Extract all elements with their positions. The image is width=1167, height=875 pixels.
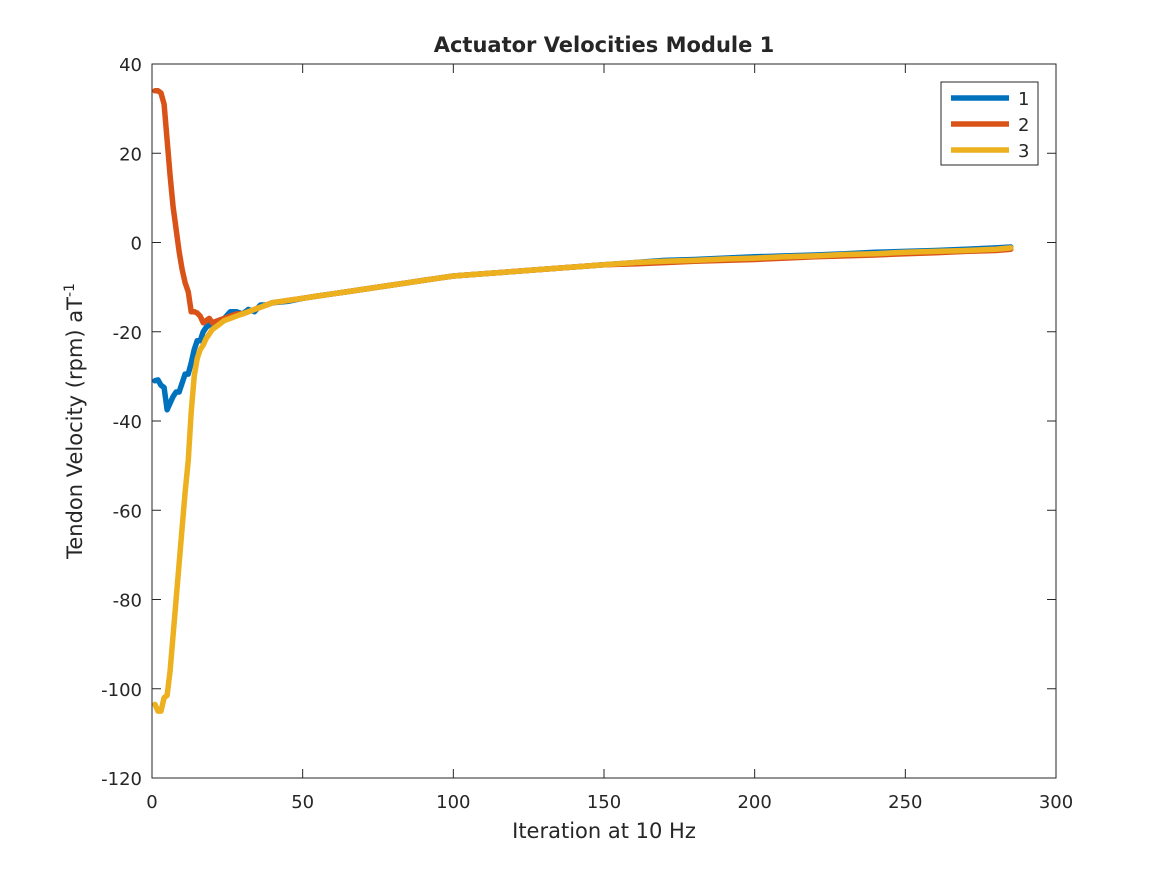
- y-tick-label: 20: [119, 144, 142, 165]
- axes-layer: 0 50 100 150 200 250 300 -120 -100 -80 -60 -40 -20 0 2…: [101, 55, 1073, 813]
- y-tick-label: -100: [101, 680, 142, 701]
- y-axis-label: Tendon Velocity (rpm) aT-1: [62, 283, 87, 560]
- y-tick-label: -80: [113, 591, 142, 612]
- x-tick-label: 100: [436, 792, 470, 813]
- x-tick-label: 300: [1039, 792, 1073, 813]
- legend-label-3: 3: [1018, 141, 1029, 162]
- y-tick-label: -20: [113, 323, 142, 344]
- y-tick-label: 0: [131, 234, 142, 255]
- legend-label-1: 1: [1018, 89, 1029, 110]
- y-axis-label-superscript: -1: [62, 283, 78, 297]
- legend-label-2: 2: [1018, 115, 1029, 136]
- series-layer: [152, 88, 1014, 714]
- y-tick-label: -60: [113, 501, 142, 522]
- legend: 1 2 3: [940, 81, 1039, 166]
- y-axis-label-text: Tendon Velocity (rpm) aT: [63, 297, 87, 560]
- x-axis-label: Iteration at 10 Hz: [512, 819, 696, 843]
- plot-area: [152, 64, 1056, 778]
- series-line-3: [152, 245, 1014, 714]
- y-tick-label: 40: [119, 55, 142, 76]
- x-tick-label: 50: [291, 792, 314, 813]
- x-tick-label: 250: [888, 792, 922, 813]
- x-tick-label: 150: [587, 792, 621, 813]
- x-tick-label: 0: [146, 792, 157, 813]
- y-tick-label: -40: [113, 412, 142, 433]
- chart-title: Actuator Velocities Module 1: [434, 33, 775, 57]
- x-tick-label: 200: [737, 792, 771, 813]
- y-tick-label: -120: [101, 769, 142, 790]
